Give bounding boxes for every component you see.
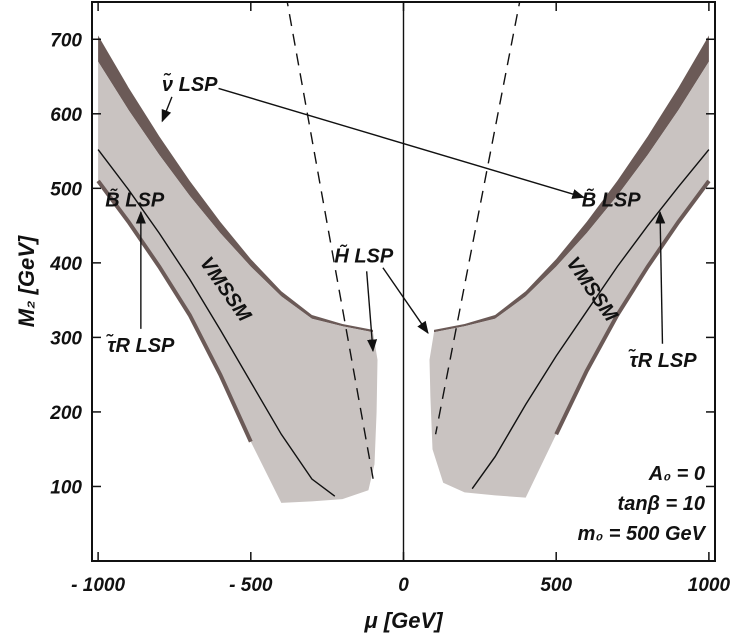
- series-0-left-line: [97, 149, 336, 497]
- annotation-arrow: [365, 271, 378, 353]
- allowed-band-left: [98, 61, 378, 503]
- y-tick-label: 700: [50, 30, 82, 51]
- parameter-line: m₀ = 500 GeV: [578, 523, 707, 545]
- annotation-arrow: [161, 96, 173, 123]
- x-tick-label: 0: [398, 575, 409, 596]
- annotation-label: ν̃ LSP: [162, 72, 218, 96]
- x-tick-label: - 500: [229, 575, 273, 596]
- annotation-label: τ̃R LSP: [105, 333, 175, 357]
- annotation-label: H̃ LSP: [334, 244, 394, 268]
- series-1-right-line: [434, 2, 521, 435]
- stau-edge-left: [96, 179, 253, 443]
- y-tick-label: 100: [50, 477, 82, 498]
- axis-titles: μ [GeV] M₂ [GeV]: [14, 235, 443, 633]
- x-tick-label: 1000: [688, 575, 731, 596]
- allowed-band-right: [429, 61, 709, 498]
- parameter-box: A₀ = 0 tanβ = 10 m₀ = 500 GeV: [578, 463, 707, 545]
- annotation-label: τ̃R LSP: [628, 348, 698, 372]
- annotation-arrow: [382, 267, 429, 334]
- y-axis-title: M₂ [GeV]: [14, 235, 39, 327]
- y-tick-label: 300: [50, 328, 82, 349]
- y-tick-label: 500: [50, 179, 82, 200]
- annotation-label: B̃ LSP: [582, 188, 642, 212]
- x-tick-label: - 1000: [71, 575, 125, 596]
- parameter-line: tanβ = 10: [618, 493, 705, 515]
- y-tick-label: 600: [50, 105, 82, 126]
- series-1-left-line: [286, 2, 376, 487]
- x-tick-label: 500: [540, 575, 572, 596]
- x-axis-title: μ [GeV]: [363, 608, 443, 633]
- regions: [96, 35, 711, 503]
- ticks: - 1000 - 500 0 500 1000 100 200 300 400 500 600 700: [49, 2, 730, 596]
- series-lines: [97, 2, 710, 497]
- y-tick-label: 400: [49, 254, 82, 275]
- annotation-arrow: [655, 210, 666, 344]
- annotation-label: B̃ LSP: [105, 188, 165, 212]
- annotation-arrow: [218, 87, 585, 199]
- series-0-right-line: [471, 149, 710, 490]
- stau-edge-right: [554, 179, 711, 436]
- parameter-line: A₀ = 0: [648, 463, 705, 485]
- y-tick-label: 200: [49, 403, 82, 424]
